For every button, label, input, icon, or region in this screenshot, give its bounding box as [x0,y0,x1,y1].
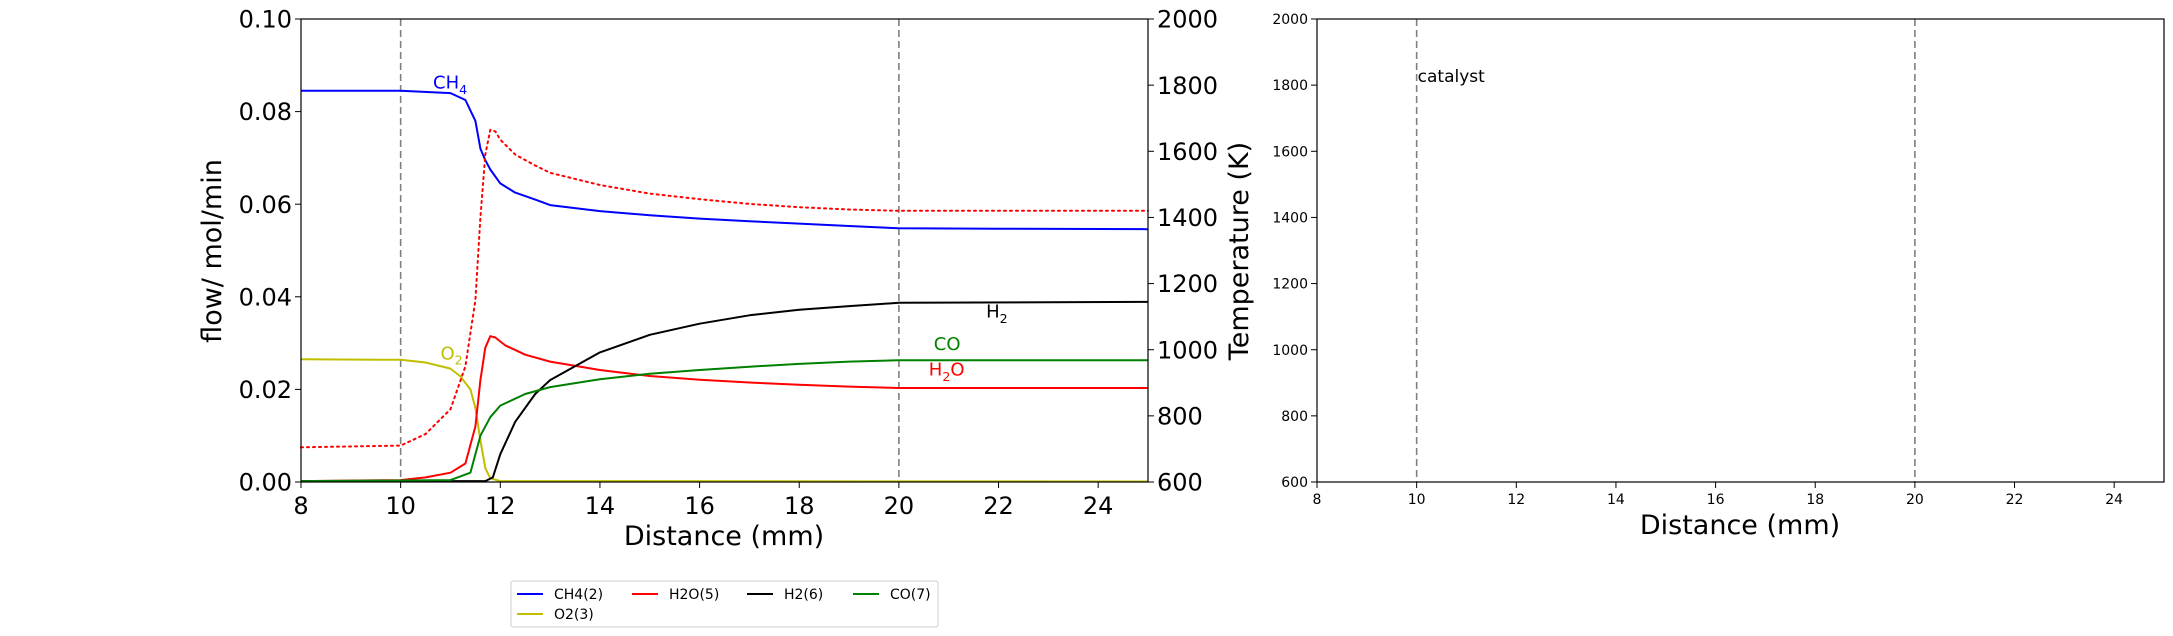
legend-entry-label: H2(6) [784,587,823,603]
annotation-label: H2O [929,360,965,384]
y-tick-label: 0.00 [239,469,292,497]
y-axis-left: 0.00 0.02 0.04 0.06 0.08 0.10 [239,6,301,497]
x-tick-label: 16 [1707,492,1725,508]
x-tick-label: 18 [1806,492,1824,508]
x-tick-label: 14 [1607,492,1625,508]
x-tick-label: 20 [1906,492,1924,508]
x-axis: 8 10 12 14 16 18 20 22 24 [293,482,1113,520]
y-tick-label: 0.08 [239,98,292,126]
left-panel: 8 10 12 14 16 18 20 22 24 0.000.020.040.060.080.… [197,6,1255,552]
legend-entry-label: O2(3) [554,607,594,623]
x-tick-label: 14 [585,492,616,520]
x-axis-label: Distance (mm) [624,521,824,552]
y-tick-label: 2000 [1272,12,1308,28]
legend-entry-label: CH4(2) [554,587,603,603]
x-tick-label: 22 [2006,492,2024,508]
y2-tick-label: 1000 [1157,336,1218,364]
y2-tick-label: 1600 [1157,138,1218,166]
y-tick-label: 0.04 [239,283,292,311]
series-annotations: CH4 O2 H2 CO H2O [433,72,1008,383]
series-line-temperature [300,128,1149,449]
plot-frame [1316,18,2165,483]
plot-frame [300,18,1149,483]
catalyst-boundary-lines [1415,19,1916,482]
y-tick-label: 800 [1281,409,1308,425]
x-tick-label: 22 [983,492,1014,520]
y2-tick-label: 2000 [1157,6,1218,34]
x-tick-label: 24 [1083,492,1114,520]
x-axis-label: Distance (mm) [1640,510,1840,541]
series-line-co7 [300,359,1148,483]
x-tick-label: 12 [1507,492,1525,508]
x-tick-label: 18 [784,492,815,520]
x-tick-label: 12 [485,492,516,520]
legend-entry-label: H2O(5) [669,587,719,603]
y-tick-label: 1600 [1272,144,1308,160]
y2-tick-label: 1800 [1157,72,1218,100]
annotation-label: catalyst [1418,67,1485,87]
x-axis: 8 10 12 14 16 18 20 22 24 [1313,482,2123,508]
panel-annotations: catalyst [1418,67,1485,87]
series-group [300,89,1149,483]
series-line-h26 [301,300,1149,483]
x-tick-label: 24 [2105,492,2123,508]
y2-tick-label: 600 [1157,469,1203,497]
y2-tick-label: 800 [1157,402,1203,430]
y-tick-label: 600 [1281,475,1308,491]
y-tick-label: 1400 [1272,210,1308,226]
catalyst-boundary-lines [399,19,900,482]
x-tick-label: 10 [385,492,416,520]
y2-tick-label: 1400 [1157,204,1218,232]
series-line-ch42 [301,89,1149,231]
legend-entry-label: CO(7) [890,587,931,603]
y-tick-label: 0.10 [239,6,292,34]
x-tick-label: 8 [1313,492,1322,508]
x-tick-label: 10 [1408,492,1426,508]
legend-frame [510,580,939,628]
y-axis: 600 800 1000 1200 1400 1600 1800 2000 [1272,12,1317,491]
series-line-h2o5 [300,335,1148,483]
annotation-label: CO [934,334,961,355]
y-tick-label: 1800 [1272,78,1308,94]
annotation-label: O2 [441,343,463,367]
y-axis-right: 600 800 1000 1200 1400 1600 1800 2000 [1148,6,1218,497]
x-tick-label: 20 [884,492,915,520]
y-axis-label: flow/ mol/min [197,159,228,343]
y-tick-label: 0.06 [239,191,292,219]
right-panel: 8 10 12 14 16 18 20 22 24 600 800 1000 1200 1400 1600… [1272,12,2165,541]
y-tick-label: 1200 [1272,277,1308,293]
x-tick-label: 16 [684,492,715,520]
annotation-label: CH4 [433,72,467,96]
legend: CH4(2) H2O(5) H2(6) CO(7) O2(3) [510,580,939,628]
y-tick-label: 1000 [1272,343,1308,359]
y-tick-label: 0.02 [239,376,292,404]
annotation-label: H2 [986,302,1008,326]
y2-axis-label: Temperature (K) [1224,142,1255,361]
x-tick-label: 8 [293,492,308,520]
y2-tick-label: 1200 [1157,270,1218,298]
legend-entries: CH4(2) H2O(5) H2(6) CO(7) O2(3) [517,587,931,623]
